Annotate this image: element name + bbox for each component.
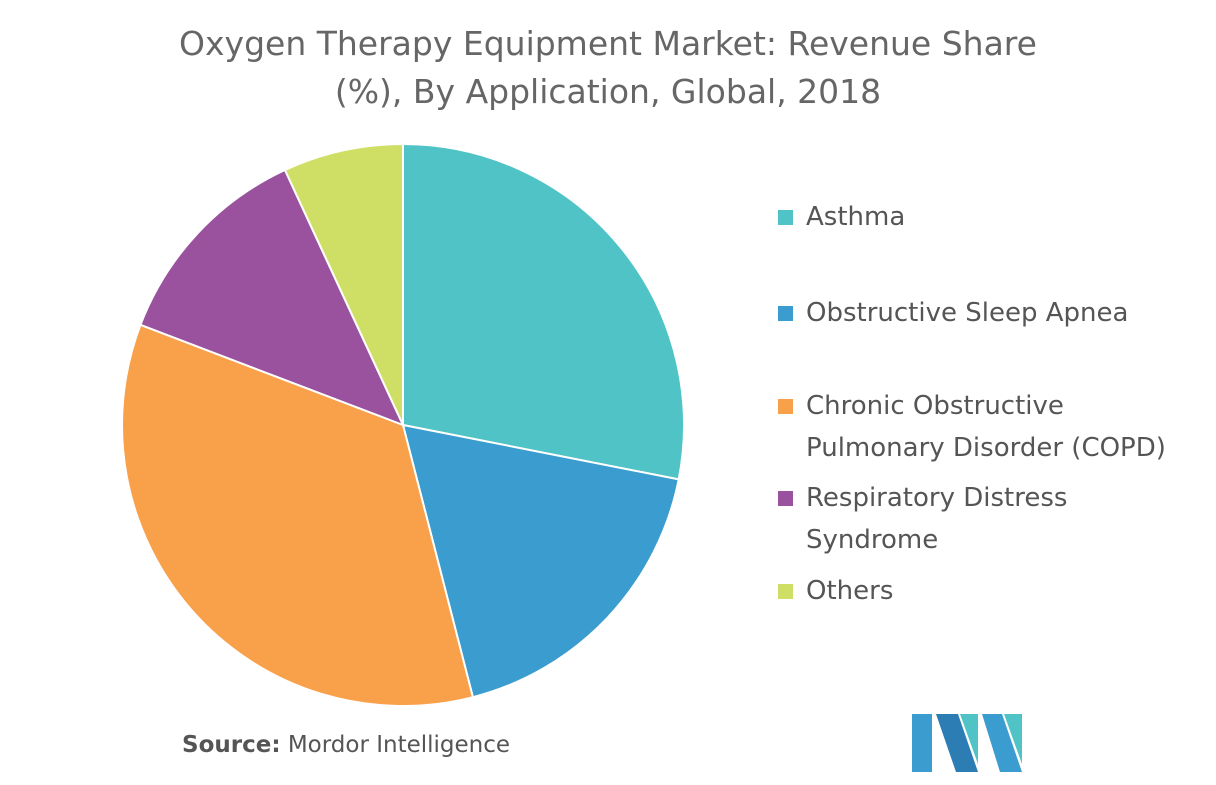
legend-label-obstructive-sleep-apnea: Obstructive Sleep Apnea xyxy=(806,298,1129,328)
logo-left-bar xyxy=(912,714,932,772)
legend-label-rds-line-2: Syndrome xyxy=(806,525,939,555)
pie-slice-respiratory-distress-syndrome xyxy=(139,168,405,427)
chart-title-line-2: (%), By Application, Global, 2018 xyxy=(334,72,882,111)
legend-label-rds-line-1: Respiratory Distress xyxy=(806,483,1068,513)
legend-swatch-respiratory-distress-syndrome xyxy=(778,491,793,506)
logo-right-wedge xyxy=(1004,714,1022,764)
pie-slice-others xyxy=(283,142,404,426)
pie-slice-asthma xyxy=(402,142,686,481)
legend-label-copd-line-1: Chronic Obstructive xyxy=(806,391,1064,421)
legend-label-copd-line-2: Pulmonary Disorder (COPD) xyxy=(806,433,1166,463)
legend-swatch-asthma xyxy=(778,210,793,225)
source-note: Source: Mordor Intelligence xyxy=(182,732,510,758)
pie-slice-obstructive-sleep-apnea xyxy=(401,423,680,699)
chart-title-line-1: Oxygen Therapy Equipment Market: Revenue… xyxy=(179,24,1037,63)
legend-item-asthma: Asthma xyxy=(778,196,1208,238)
legend-label-asthma: Asthma xyxy=(806,202,906,232)
legend-item-respiratory-distress-syndrome: Respiratory Distress Syndrome xyxy=(778,477,1208,561)
legend-swatch-obstructive-sleep-apnea xyxy=(778,306,793,321)
source-label: Source: xyxy=(182,732,281,758)
source-value: Mordor Intelligence xyxy=(287,732,511,758)
legend-item-copd: Chronic Obstructive Pulmonary Disorder (… xyxy=(778,385,1208,469)
pie-slices xyxy=(121,142,686,707)
legend-swatch-others xyxy=(778,584,793,599)
legend-item-others: Others xyxy=(778,570,1208,612)
logo-middle-wedge xyxy=(960,714,978,764)
chart-title: Oxygen Therapy Equipment Market: Revenue… xyxy=(60,20,1156,116)
legend-item-obstructive-sleep-apnea: Obstructive Sleep Apnea xyxy=(778,292,1208,334)
legend-label-others: Others xyxy=(806,576,894,606)
logo-right-diagonal xyxy=(982,714,1022,772)
pie-slice-chronic-obstructive-pulmonary-disorder-copd xyxy=(121,323,475,707)
logo-left-diagonal xyxy=(936,714,978,772)
mordor-intelligence-logo xyxy=(912,714,1022,772)
legend-swatch-copd xyxy=(778,399,793,414)
